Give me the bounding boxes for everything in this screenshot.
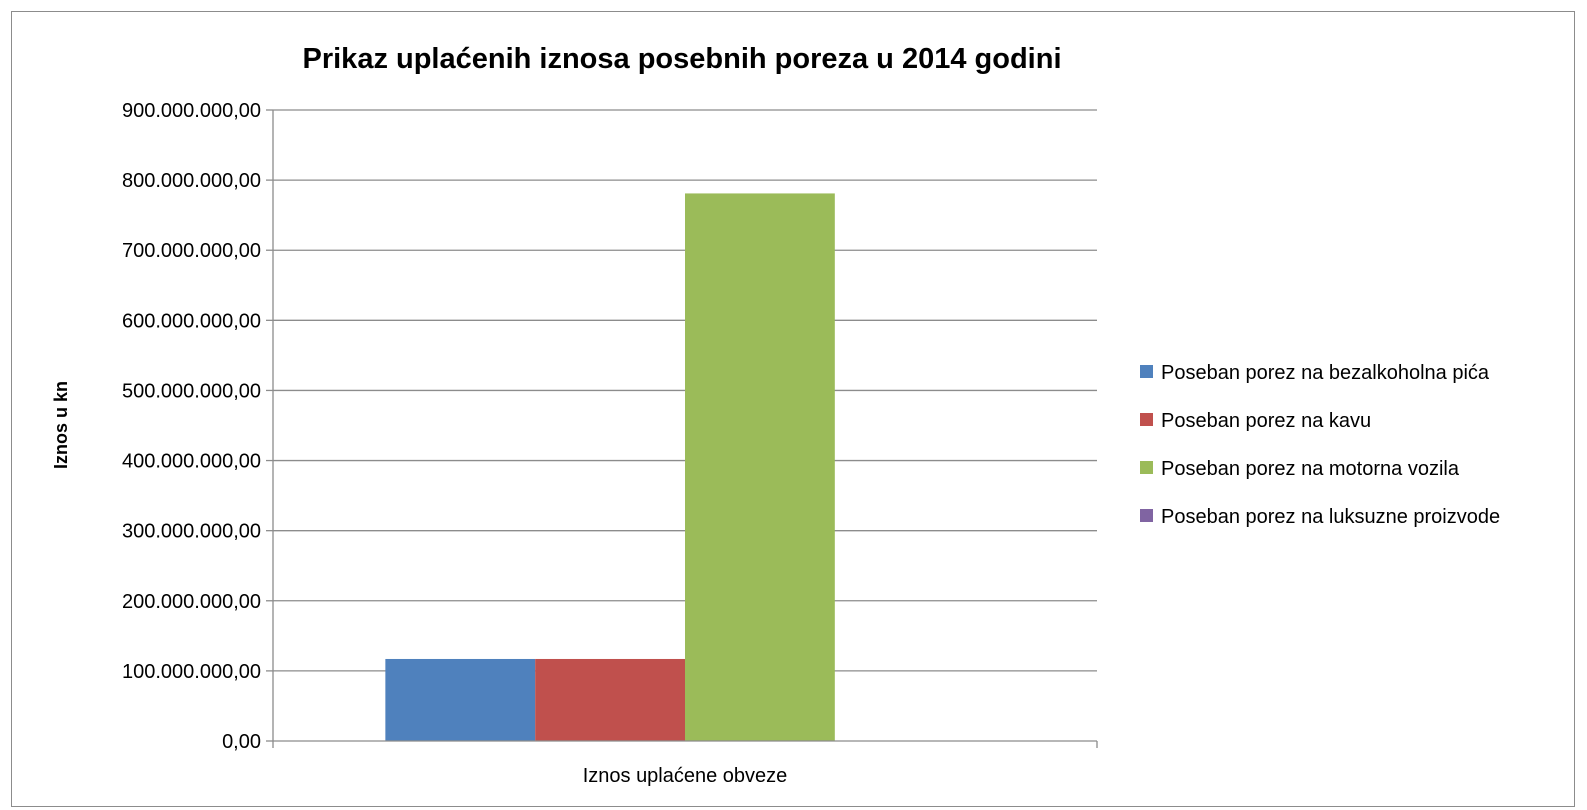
legend-label: Poseban porez na luksuzne proizvode bbox=[1161, 506, 1500, 528]
legend-item: Poseban porez na bezalkoholna pića bbox=[1140, 362, 1490, 384]
legend-item: Poseban porez na luksuzne proizvode bbox=[1140, 506, 1500, 528]
y-tick-label: 0,00 bbox=[222, 731, 261, 753]
legend-label: Poseban porez na kavu bbox=[1161, 410, 1371, 432]
y-tick-label: 600.000.000,00 bbox=[122, 310, 261, 332]
legend-swatch bbox=[1140, 509, 1153, 522]
y-tick-label: 500.000.000,00 bbox=[122, 380, 261, 402]
legend-swatch bbox=[1140, 365, 1153, 378]
bars-layer bbox=[385, 193, 835, 741]
chart-title: Prikaz uplaćenih iznosa posebnih poreza … bbox=[303, 43, 1062, 75]
y-tick-label: 400.000.000,00 bbox=[122, 451, 261, 473]
y-tick-label: 200.000.000,00 bbox=[122, 591, 261, 613]
y-tick-label: 300.000.000,00 bbox=[122, 521, 261, 543]
y-tick-label: 100.000.000,00 bbox=[122, 661, 261, 683]
y-tick-label: 700.000.000,00 bbox=[122, 240, 261, 262]
legend-swatch bbox=[1140, 413, 1153, 426]
bar bbox=[535, 658, 685, 741]
legend-label: Poseban porez na motorna vozila bbox=[1161, 458, 1460, 480]
bar bbox=[385, 658, 536, 741]
legend-label: Poseban porez na bezalkoholna pića bbox=[1161, 362, 1490, 384]
y-tick-label: 900.000.000,00 bbox=[122, 100, 261, 122]
legend: Poseban porez na bezalkoholna pića Poseba… bbox=[1140, 362, 1500, 528]
y-tick-label: 800.000.000,00 bbox=[122, 170, 261, 192]
legend-item: Poseban porez na motorna vozila bbox=[1140, 458, 1460, 480]
legend-item: Poseban porez na kavu bbox=[1140, 410, 1371, 432]
legend-swatch bbox=[1140, 461, 1153, 474]
bar bbox=[685, 193, 835, 741]
x-category-label: Iznos uplaćene obveze bbox=[583, 765, 788, 787]
y-axis-label: Iznos u kn bbox=[51, 381, 71, 469]
axes-layer: 0,00 100.000.000,00 200.000.000,00 300.000.… bbox=[122, 100, 1098, 787]
